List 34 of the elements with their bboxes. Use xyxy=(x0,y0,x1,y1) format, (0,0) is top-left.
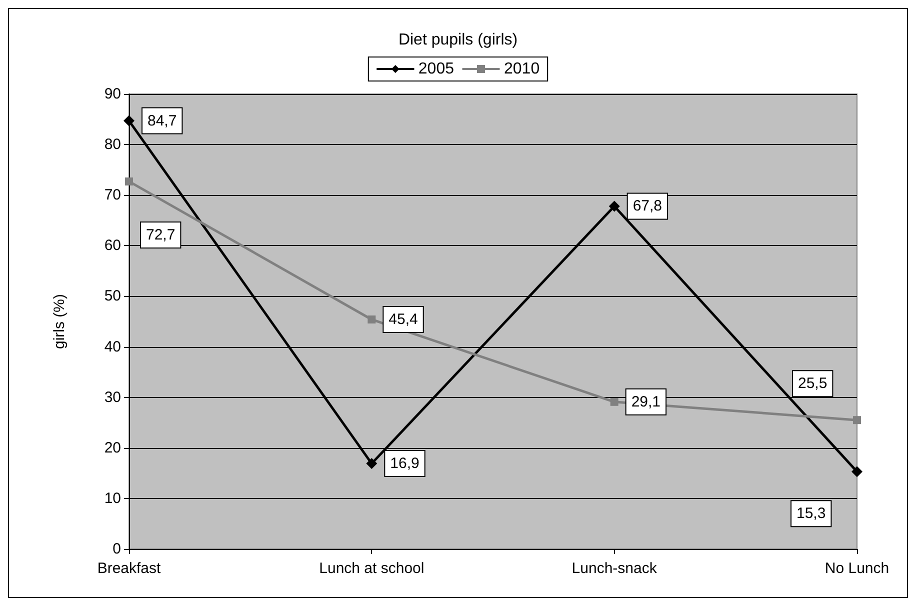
point xyxy=(853,416,861,424)
y-tick-label: 70 xyxy=(104,186,121,204)
data-label: 25,5 xyxy=(798,375,828,392)
point xyxy=(608,200,620,212)
data-label: 72,7 xyxy=(146,226,176,244)
x-tick-label: No Lunch xyxy=(824,560,890,577)
y-tick-label: 10 xyxy=(104,490,121,507)
point xyxy=(852,466,862,478)
y-tick-label: 40 xyxy=(104,338,121,356)
x-tick-label: Lunch at school xyxy=(319,560,424,577)
y-tick-label: 60 xyxy=(104,237,121,254)
data-label: 84,7 xyxy=(148,112,177,130)
point xyxy=(366,458,378,470)
point xyxy=(125,177,133,186)
legend-label: 2005 xyxy=(418,60,454,78)
legend-label: 2010 xyxy=(504,60,540,78)
data-label: 45,4 xyxy=(388,310,418,328)
y-tick-label: 90 xyxy=(104,86,121,102)
chart-title: Diet pupils (girls) xyxy=(398,32,518,48)
data-label: 29,1 xyxy=(631,393,661,410)
data-label: 15,3 xyxy=(796,505,826,522)
data-label: 16,9 xyxy=(390,455,420,472)
point xyxy=(610,398,618,406)
y-tick-label: 80 xyxy=(104,136,121,154)
x-tick-label: Breakfast xyxy=(97,560,162,577)
y-tick-label: 30 xyxy=(104,388,121,406)
point xyxy=(124,115,134,126)
y-tick-label: 50 xyxy=(104,288,121,305)
point xyxy=(368,315,376,324)
data-label: 67,8 xyxy=(632,198,662,215)
x-tick-label: Lunch-snack xyxy=(572,560,658,577)
y-axis-title: girls (%) xyxy=(51,294,68,349)
y-tick-label: 20 xyxy=(104,439,121,456)
y-tick-label: 0 xyxy=(112,540,121,558)
